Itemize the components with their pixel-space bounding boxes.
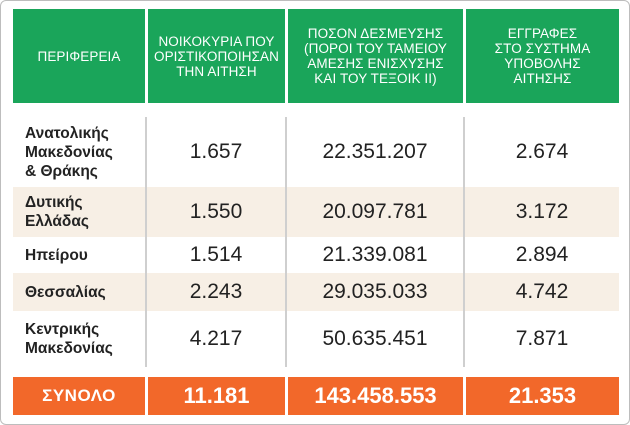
amount-value: 20.097.781	[285, 187, 463, 237]
households-value: 4.217	[145, 311, 285, 367]
registrations-value: 7.871	[463, 311, 619, 367]
table-row: Θεσσαλίας 2.243 29.035.033 4.742	[13, 273, 619, 311]
spacer-row	[13, 367, 619, 377]
region-name: Κεντρικής Μακεδονίας	[25, 321, 113, 357]
region-name: Ανατολικής Μακεδονίας & Θράκης	[25, 124, 113, 180]
header-region: ΠΕΡΙΦΕΡΕΙΑ	[13, 9, 145, 103]
table-row: Δυτικής Ελλάδας 1.550 20.097.781 3.172	[13, 187, 619, 237]
total-row: ΣΥΝΟΛΟ 11.181 143.458.553 21.353	[13, 377, 619, 415]
amount-value: 22.351.207	[285, 117, 463, 187]
registrations-value: 2.674	[463, 117, 619, 187]
amount-value: 29.035.033	[285, 273, 463, 311]
total-registrations: 21.353	[463, 377, 619, 415]
region-name: Δυτικής Ελλάδας	[13, 187, 145, 237]
table-row: Κεντρικής Μακεδονίας 4.217 50.635.451 7.…	[13, 311, 619, 367]
registrations-value: 2.894	[463, 237, 619, 273]
regions-table: ΠΕΡΙΦΕΡΕΙΑ ΝΟΙΚΟΚΥΡΙΑ ΠΟΥ ΟΡΙΣΤΙΚΟΠΟΙΗΣΑ…	[13, 9, 619, 415]
header-registrations: ΕΓΓΡΑΦΕΣ ΣΤΟ ΣΥΣΤΗΜΑ ΥΠΟΒΟΛΗΣ ΑΙΤΗΣΗΣ	[463, 9, 619, 103]
amount-value: 50.635.451	[285, 311, 463, 367]
header-row: ΠΕΡΙΦΕΡΕΙΑ ΝΟΙΚΟΚΥΡΙΑ ΠΟΥ ΟΡΙΣΤΙΚΟΠΟΙΗΣΑ…	[13, 9, 619, 103]
total-households: 11.181	[145, 377, 285, 415]
registrations-value: 3.172	[463, 187, 619, 237]
households-value: 1.514	[145, 237, 285, 273]
total-label: ΣΥΝΟΛΟ	[13, 377, 145, 415]
total-amount: 143.458.553	[285, 377, 463, 415]
registrations-value: 4.742	[463, 273, 619, 311]
households-value: 1.657	[145, 117, 285, 187]
header-households: ΝΟΙΚΟΚΥΡΙΑ ΠΟΥ ΟΡΙΣΤΙΚΟΠΟΙΗΣΑΝ ΤΗΝ ΑΙΤΗΣ…	[145, 9, 285, 103]
table-row: Ηπείρου 1.514 21.339.081 2.894	[13, 237, 619, 273]
amount-value: 21.339.081	[285, 237, 463, 273]
table-row: Ανατολικής Μακεδονίας & Θράκης 1.657 22.…	[13, 117, 619, 187]
households-value: 1.550	[145, 187, 285, 237]
region-name: Θεσσαλίας	[13, 273, 145, 311]
spacer-row	[13, 103, 619, 117]
header-amount: ΠΟΣΟΝ ΔΕΣΜΕΥΣΗΣ (ΠΟΡΟΙ ΤΟΥ ΤΑΜΕΙΟΥ ΑΜΕΣΗ…	[285, 9, 463, 103]
households-value: 2.243	[145, 273, 285, 311]
region-name: Ηπείρου	[25, 246, 88, 264]
